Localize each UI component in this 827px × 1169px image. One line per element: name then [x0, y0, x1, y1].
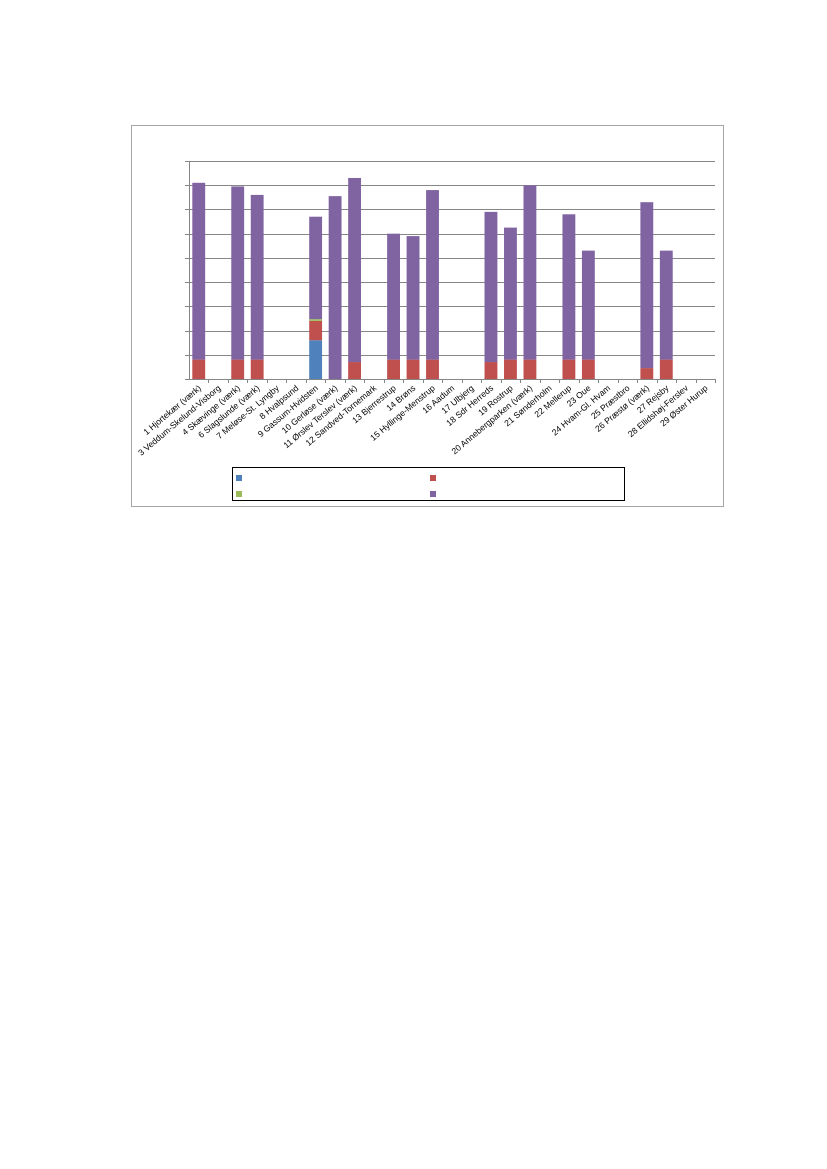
bar-segment-s4-c11 [387, 233, 400, 360]
bar-segment-s4-c8 [328, 196, 342, 379]
bar-segment-s2-c9 [348, 362, 362, 379]
bar-segment-s4-c13 [426, 190, 439, 360]
gridlines [189, 161, 715, 356]
bar-segment-s4-c9 [348, 177, 362, 363]
bar-segment-s2-c24 [640, 368, 654, 379]
bar-segment-s2-c18 [523, 359, 537, 379]
bar-segment-s4-c4 [250, 194, 264, 360]
legend [232, 467, 625, 501]
bar-segment-s2-c4 [250, 359, 264, 379]
stacked-bar-chart: 1 Hjortekær (værk)3 Veddum-Skelund-Visbo… [136, 161, 716, 501]
category-labels: 1 Hjortekær (værk)3 Veddum-Skelund-Visbo… [136, 382, 710, 457]
legend-swatch-4 [430, 491, 436, 497]
bar-segment-s4-c18 [523, 185, 537, 360]
legend-swatch-3 [236, 491, 242, 497]
bar-segment-s2-c25 [659, 359, 673, 379]
bar-segment-s3-c7 [309, 319, 323, 321]
bar-segment-s4-c12 [406, 236, 420, 360]
bar-segment-s2-c13 [426, 359, 439, 379]
axes [185, 161, 716, 383]
legend-swatch-2 [430, 475, 436, 481]
bar-segment-s4-c7 [309, 216, 323, 320]
bar-segment-s4-c1 [192, 182, 206, 360]
bar-segment-s2-c12 [406, 359, 420, 379]
bar-segment-s4-c21 [581, 250, 595, 360]
bar-segment-s2-c16 [484, 362, 498, 379]
chart-frame: 1 Hjortekær (værk) 3 Veddum-Skelund-Visbo… [131, 125, 724, 507]
bar-segment-s2-c20 [562, 359, 576, 379]
bar-segment-s4-c17 [504, 227, 517, 360]
bar-segment-s2-c21 [581, 359, 595, 379]
bar-segment-s1-c7 [309, 340, 323, 379]
bar-segment-s2-c17 [504, 359, 517, 379]
bar-segment-s2-c7 [309, 320, 323, 341]
bars [192, 177, 673, 379]
bar-segment-s4-c3 [231, 186, 245, 360]
bar-segment-s4-c20 [562, 214, 576, 360]
legend-swatch-1 [236, 475, 242, 481]
bar-segment-s4-c25 [659, 250, 673, 360]
bar-segment-s4-c16 [484, 211, 498, 363]
bar-segment-s4-c24 [640, 202, 654, 369]
legend-box [232, 467, 625, 501]
bar-segment-s2-c11 [387, 359, 400, 379]
bar-segment-s2-c1 [192, 359, 206, 379]
bar-segment-s2-c3 [231, 359, 245, 379]
